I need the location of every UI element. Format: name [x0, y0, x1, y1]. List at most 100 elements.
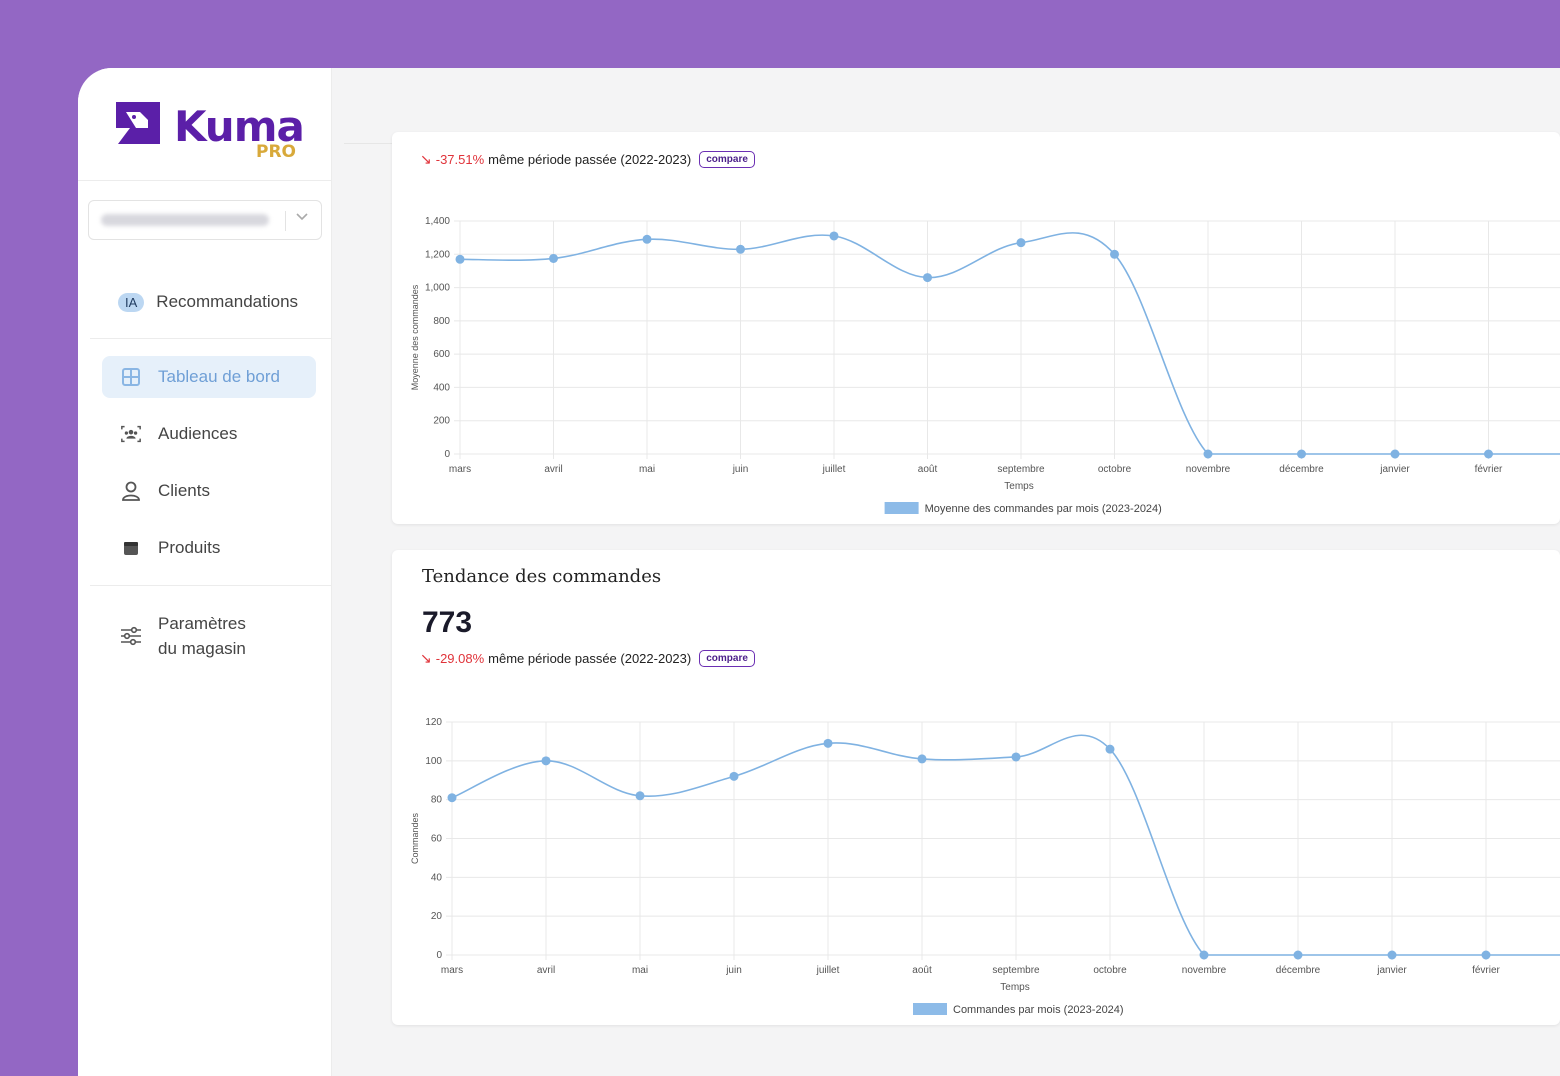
grid-icon — [120, 366, 142, 388]
y-tick-label: 200 — [433, 416, 450, 427]
y-tick-label: 1,400 — [425, 216, 450, 227]
data-point — [1484, 449, 1493, 459]
data-point — [1199, 950, 1209, 960]
nav-label: Produits — [158, 538, 221, 557]
data-point — [823, 738, 833, 748]
divider — [78, 180, 332, 181]
y-axis-title: Moyenne des commandes — [410, 284, 420, 390]
y-tick-label: 1,200 — [425, 249, 450, 260]
y-tick-label: 40 — [431, 872, 443, 883]
store-select[interactable] — [88, 200, 322, 240]
compare-button[interactable]: compare — [699, 650, 755, 667]
average-orders-chart: 0 200 400 600 800 1,000 1,200 1,400 mars avril mai… — [410, 216, 1560, 515]
y-tick-label: 80 — [431, 795, 443, 806]
divider — [90, 585, 332, 586]
x-tick-label: mars — [449, 464, 471, 475]
top-bar — [344, 68, 1560, 144]
data-point — [829, 231, 839, 241]
trend-down-icon: ↘ — [420, 650, 432, 666]
data-point — [1297, 449, 1306, 459]
nav-recommendations[interactable]: IA Recommandations — [102, 281, 316, 323]
x-tick-label: septembre — [992, 965, 1040, 976]
x-axis-title: Temps — [1004, 481, 1033, 492]
x-tick-label: avril — [537, 965, 555, 976]
x-tick-label: juin — [725, 965, 742, 976]
x-tick-label: janvier — [1376, 965, 1407, 976]
audience-icon — [120, 423, 142, 445]
data-point — [1481, 950, 1491, 960]
nav-clients[interactable]: Clients — [102, 470, 316, 512]
data-point — [1387, 950, 1397, 960]
x-tick-label: juillet — [816, 965, 840, 976]
nav-parametres-line2: du magasin — [158, 639, 246, 658]
trend-percent: -37.51% — [435, 152, 485, 167]
nav-parametres-label: Paramètres du magasin — [158, 611, 246, 661]
kuma-logo-icon — [116, 102, 160, 144]
trend-row: ↘ -37.51% même période passée (2022-2023… — [420, 151, 755, 168]
y-tick-label: 120 — [425, 717, 442, 728]
sliders-icon — [120, 625, 142, 647]
data-point — [1105, 744, 1115, 754]
data-point — [1390, 449, 1400, 459]
x-tick-label: novembre — [1186, 464, 1231, 475]
trend-row: ↘ -29.08% même période passée (2022-2023… — [420, 650, 755, 667]
trend-down-icon: ↘ — [420, 151, 432, 167]
data-point — [447, 793, 457, 803]
data-point — [642, 234, 652, 244]
x-tick-label: mars — [441, 965, 463, 976]
data-point — [1016, 238, 1026, 248]
legend-swatch — [884, 502, 919, 514]
x-tick-label: août — [918, 464, 938, 475]
data-point — [635, 791, 645, 801]
x-tick-label: novembre — [1182, 965, 1227, 976]
data-point — [736, 244, 745, 254]
y-tick-label: 100 — [425, 756, 442, 767]
box-icon — [120, 537, 142, 559]
data-point — [1110, 249, 1119, 259]
y-tick-label: 600 — [433, 349, 450, 360]
data-point — [917, 754, 927, 764]
chart-card-orders: Tendance des commandes 773 ↘ -29.08% mêm… — [392, 550, 1560, 1025]
x-tick-label: septembre — [997, 464, 1045, 475]
orders-chart: 0 20 40 60 80 100 120 mars avril mai juin juillet ao… — [410, 717, 1560, 1016]
data-point — [455, 254, 465, 264]
x-tick-label: octobre — [1093, 965, 1127, 976]
nav-produits[interactable]: Produits — [102, 527, 316, 569]
x-tick-label: décembre — [1279, 464, 1324, 475]
divider — [90, 338, 332, 339]
x-tick-label: décembre — [1276, 965, 1321, 976]
nav-label: Audiences — [158, 424, 238, 443]
nav-recommendations-label: Recommandations — [156, 292, 299, 311]
y-tick-label: 800 — [433, 316, 450, 327]
nav-label: Clients — [158, 481, 210, 500]
y-tick-label: 400 — [433, 382, 450, 393]
nav-parametres-line1: Paramètres — [158, 614, 246, 633]
series-line — [451, 734, 1560, 956]
data-point — [1011, 752, 1021, 762]
x-tick-label: janvier — [1379, 464, 1410, 475]
y-tick-label: 0 — [444, 449, 450, 460]
data-point — [923, 273, 932, 283]
trend-text: même période passée (2022-2023) — [488, 152, 692, 167]
x-tick-label: février — [1472, 965, 1500, 976]
data-point — [541, 756, 551, 766]
card-title: Tendance des commandes — [422, 566, 662, 587]
legend-label: Commandes par mois (2023-2024) — [953, 1004, 1124, 1016]
y-tick-label: 0 — [436, 950, 442, 961]
nav-audiences[interactable]: Audiences — [102, 413, 316, 455]
logo[interactable]: Kuma PRO — [114, 100, 305, 162]
chart-card-average: ↘ -37.51% même période passée (2022-2023… — [392, 132, 1560, 524]
chevron-down-icon[interactable] — [295, 209, 309, 226]
trend-percent: -29.08% — [435, 651, 485, 666]
y-tick-label: 60 — [431, 834, 443, 845]
data-point — [729, 771, 739, 781]
trend-text: même période passée (2022-2023) — [488, 651, 692, 666]
y-axis-title: Commandes — [410, 812, 420, 864]
legend-swatch — [913, 1003, 947, 1015]
y-tick-label: 20 — [431, 911, 443, 922]
compare-button[interactable]: compare — [699, 151, 755, 168]
nav-parametres[interactable]: Paramètres du magasin — [102, 608, 316, 664]
brand-name: Kuma — [174, 102, 305, 151]
nav-tableau-de-bord[interactable]: Tableau de bord — [102, 356, 316, 398]
data-point — [549, 253, 558, 263]
